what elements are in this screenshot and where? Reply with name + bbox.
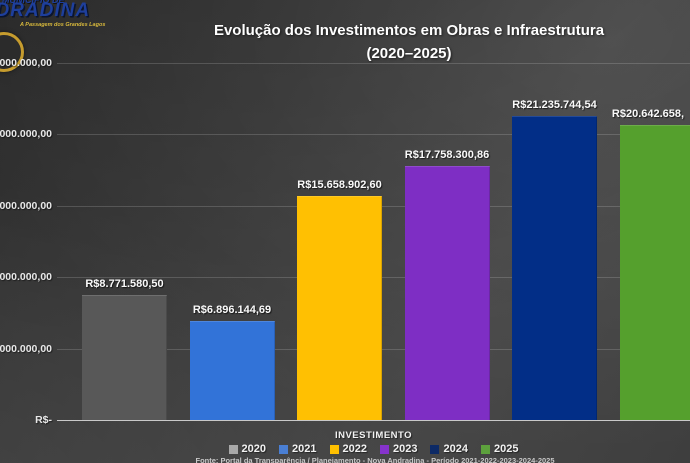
chart-title: Evolução dos Investimentos em Obras e In… (132, 19, 686, 65)
legend-items-row: 2020 2021 2022 2023 2024 2025 (57, 443, 690, 455)
legend-item-2022: 2022 (329, 443, 367, 455)
y-axis-tick-label: R$15.000.000,00 (0, 199, 52, 212)
legend-swatch-icon (480, 444, 490, 454)
bar-value-label-2021: R$6.896.144,69 (192, 304, 272, 317)
y-axis-tick-label: R$10.000.000,00 (0, 271, 52, 283)
legend-item-label: 2024 (443, 443, 468, 455)
legend-item-label: 2020 (241, 443, 267, 455)
logo-top-line: MUNICÍPIO DE (2, 0, 65, 5)
logo-tagline: A Passagem dos Grandes Lagos (20, 22, 106, 28)
legend-title: INVESTIMENTO (334, 430, 413, 441)
y-axis-tick-label: R$20.000.000,00 (0, 128, 52, 140)
legend-item-label: 2021 (292, 443, 317, 455)
bar-value-label-2025: R$20.642.658, (611, 107, 685, 120)
bar-value-label-2024: R$21.235.744,54 (512, 99, 597, 112)
legend-swatch-icon (380, 444, 389, 454)
chart-legend: INVESTIMENTO 2020 2021 2022 2023 2024 2025 (57, 430, 690, 455)
legend-item-label: 2025 (493, 443, 519, 455)
y-axis-tick-label: R$25.000.000,00 (0, 56, 52, 69)
legend-item-2024: 2024 (430, 443, 468, 455)
y-axis-tick-label: R$- (35, 414, 52, 426)
y-axis-tick-label: R$5.000.000,00 (0, 342, 52, 355)
bar-2021 (189, 321, 275, 420)
chart-title-line1: Evolução dos Investimentos em Obras e In… (213, 22, 605, 39)
bar-2024 (512, 116, 597, 420)
bar-2023 (404, 166, 490, 420)
bar-2020 (82, 294, 167, 420)
bar-value-label-2023: R$17.758.300,86 (404, 149, 490, 162)
x-axis-line (57, 420, 690, 421)
legend-item-label: 2023 (393, 443, 418, 455)
gridline (57, 62, 690, 64)
legend-item-2023: 2023 (380, 443, 417, 455)
legend-swatch-icon (228, 444, 238, 454)
logo-city-name: ANDRADINA (0, 0, 91, 21)
legend-item-label: 2022 (342, 443, 367, 455)
legend-item-2021: 2021 (279, 443, 317, 455)
bar-value-label-2022: R$15.658.902,60 (297, 179, 382, 192)
bar-value-label-2020: R$8.771.580,50 (85, 277, 164, 290)
legend-swatch-icon (329, 444, 339, 454)
legend-item-2020: 2020 (228, 443, 267, 455)
gridline (57, 134, 690, 135)
bar-2025 (619, 124, 690, 420)
legend-swatch-icon (430, 444, 440, 454)
bar-2022 (297, 196, 382, 420)
legend-item-2025: 2025 (480, 443, 519, 455)
source-note: Fonte: Portal da Transparência / Planeja… (195, 456, 555, 463)
chart-title-line2: (2020–2025) (366, 45, 452, 62)
legend-swatch-icon (279, 444, 289, 454)
